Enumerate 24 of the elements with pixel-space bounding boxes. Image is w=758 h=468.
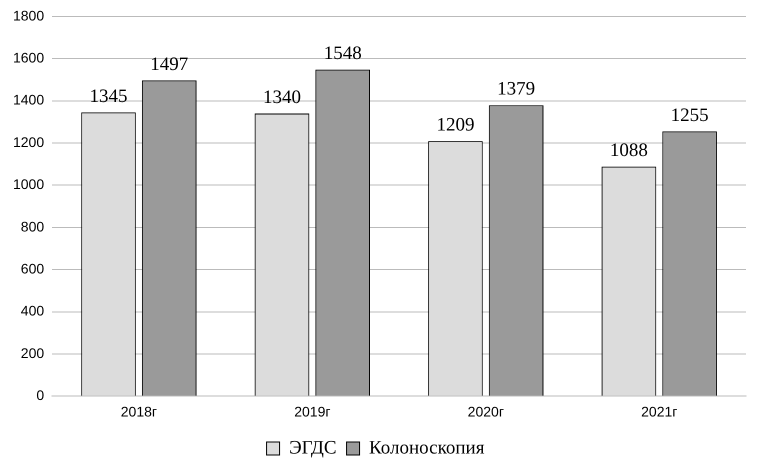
legend-label: ЭГДС [289, 437, 337, 458]
y-tick-label: 200 [20, 344, 44, 361]
data-label: 1209 [436, 114, 474, 136]
y-tick-label: 800 [20, 218, 44, 234]
data-label: 1497 [150, 54, 188, 75]
data-label: 1340 [262, 86, 301, 108]
data-label: 1088 [610, 140, 648, 162]
x-tick-label: 2019г [294, 403, 330, 420]
y-tick-label: 1400 [12, 92, 44, 108]
y-tick-label: 1800 [12, 7, 44, 24]
y-tick-label: 1000 [12, 176, 44, 192]
data-label: 1345 [90, 86, 128, 107]
x-tick-label: 2018г [120, 403, 158, 420]
y-tick-label: 400 [20, 302, 44, 319]
legend-label: Колоноскопия [369, 437, 485, 458]
data-label: 1379 [497, 78, 536, 100]
y-tick-label: 600 [20, 260, 44, 276]
data-label: 1548 [324, 43, 362, 64]
y-tick-label: 1200 [12, 134, 44, 150]
x-tick-label: 2021г [641, 403, 678, 420]
y-tick-label: 1600 [12, 49, 44, 66]
y-tick-label: 0 [36, 387, 44, 404]
x-tick-label: 2020г [468, 403, 504, 420]
data-label: 1255 [670, 104, 709, 126]
